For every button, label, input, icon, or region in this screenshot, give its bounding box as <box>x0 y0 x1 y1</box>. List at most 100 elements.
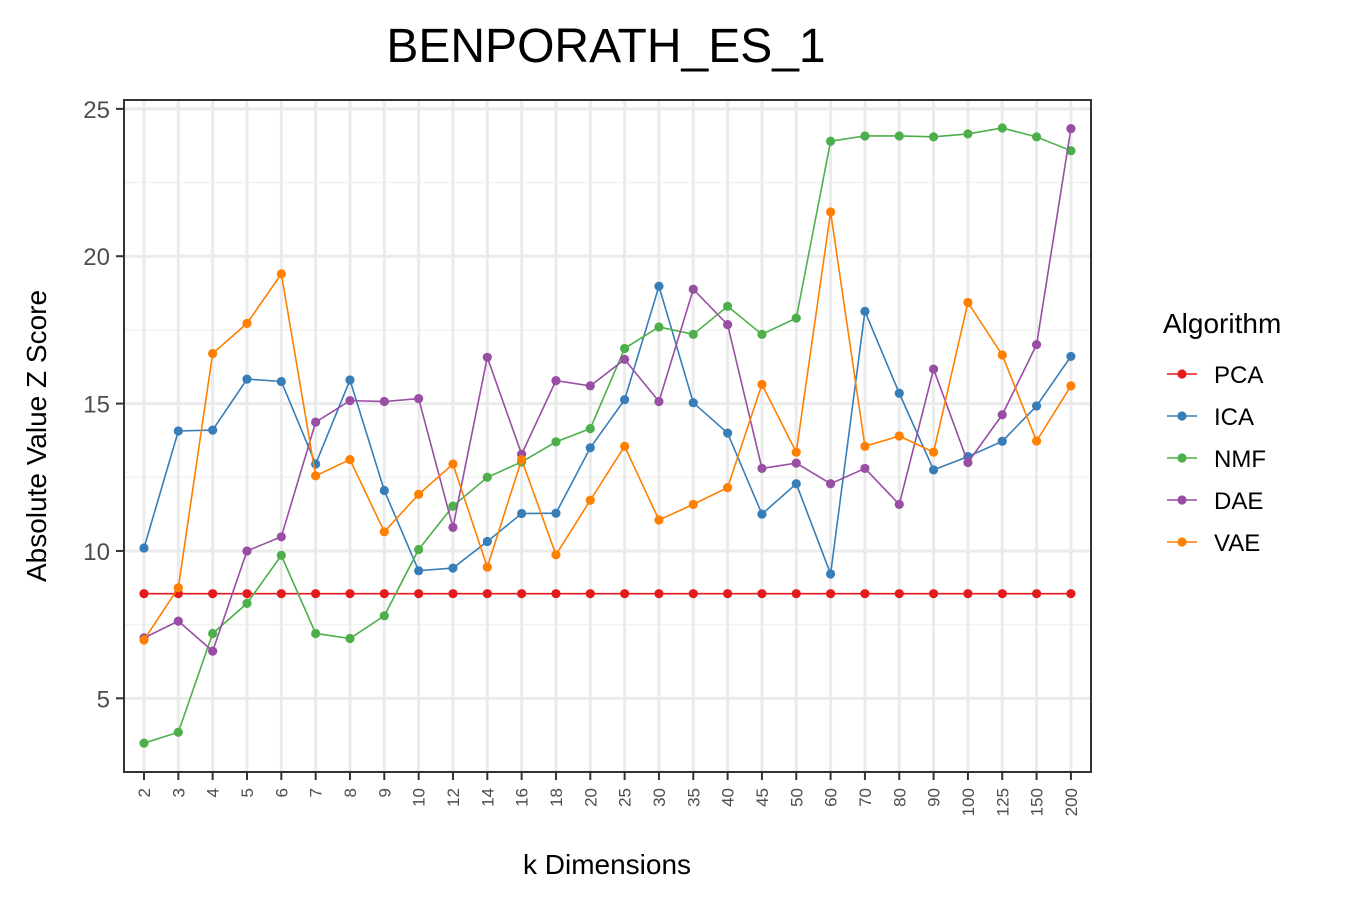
data-point-pca <box>860 589 870 599</box>
data-point-vae <box>173 583 183 593</box>
data-point-ica <box>414 566 424 576</box>
legend-items: PCA ICA NMF DAE VAE <box>1167 362 1266 557</box>
x-tick-label: 9 <box>375 788 394 797</box>
data-point-nmf <box>482 472 492 482</box>
data-point-nmf <box>173 727 183 737</box>
data-point-dae <box>448 522 458 532</box>
data-point-ica <box>482 536 492 547</box>
data-point-vae <box>276 269 286 279</box>
legend-label: ICA <box>1214 404 1254 431</box>
data-point-vae <box>311 471 321 481</box>
data-point-pca <box>448 589 458 599</box>
data-point-vae <box>208 348 218 359</box>
series-nmf <box>139 123 1076 748</box>
data-point-pca <box>757 589 767 599</box>
data-point-dae <box>585 381 595 391</box>
data-point-nmf <box>654 322 664 332</box>
data-point-ica <box>620 395 630 405</box>
x-tick-label: 80 <box>890 788 909 807</box>
legend-key-point <box>1177 411 1187 421</box>
data-point-vae <box>963 297 973 308</box>
y-axis-label: Absolute Value Z Score <box>21 290 52 582</box>
data-point-ica <box>688 398 698 408</box>
data-point-dae <box>345 396 355 406</box>
legend-label: VAE <box>1214 530 1260 557</box>
data-point-pca <box>654 589 664 599</box>
data-point-pca <box>242 589 252 599</box>
data-point-pca <box>963 589 973 599</box>
legend-key-point <box>1177 369 1187 379</box>
data-point-vae <box>997 350 1007 360</box>
data-point-ica <box>860 306 870 316</box>
legend: Algorithm PCA ICA NMF DAE VAE <box>1163 308 1281 557</box>
data-point-nmf <box>139 738 149 748</box>
data-point-pca <box>311 589 321 599</box>
data-point-vae <box>757 379 767 390</box>
data-point-pca <box>414 589 424 599</box>
data-point-nmf <box>276 550 286 560</box>
legend-key-point <box>1177 495 1187 505</box>
data-point-vae <box>379 527 389 537</box>
grid-lines <box>124 100 1091 772</box>
data-point-ica <box>379 485 389 496</box>
x-tick-label: 5 <box>238 788 257 797</box>
legend-key-point <box>1177 537 1187 547</box>
data-point-pca <box>620 589 630 599</box>
data-point-dae <box>414 393 424 404</box>
x-tick-label: 60 <box>822 788 841 807</box>
x-tick-label: 20 <box>581 788 600 807</box>
data-point-nmf <box>1066 146 1076 156</box>
y-tick-label: 15 <box>83 392 110 419</box>
data-point-vae <box>448 459 458 469</box>
legend-item-nmf: NMF <box>1167 446 1266 473</box>
data-point-pca <box>1066 589 1076 599</box>
data-point-dae <box>928 364 939 374</box>
data-point-nmf <box>345 633 355 644</box>
data-point-dae <box>654 396 664 407</box>
data-point-vae <box>345 454 355 465</box>
x-tick-label: 90 <box>925 788 944 807</box>
data-point-vae <box>482 562 492 572</box>
y-tick-label: 25 <box>83 97 110 124</box>
data-point-vae <box>1031 436 1042 446</box>
data-point-ica <box>517 508 527 519</box>
data-point-ica <box>997 436 1007 446</box>
x-tick-label: 12 <box>444 788 463 807</box>
series-line-dae <box>143 128 1072 653</box>
data-point-nmf <box>963 129 973 139</box>
x-tick-label: 3 <box>169 788 188 797</box>
data-point-ica <box>791 479 801 489</box>
data-point-vae <box>414 489 424 499</box>
data-point-vae <box>585 495 595 505</box>
data-point-dae <box>276 532 286 542</box>
x-tick-label: 200 <box>1062 788 1081 816</box>
data-point-vae <box>1066 381 1076 391</box>
x-tick-label: 7 <box>307 788 326 797</box>
plot-panel-border <box>123 99 1092 773</box>
legend-item-ica: ICA <box>1167 404 1254 431</box>
data-point-ica <box>928 465 939 475</box>
data-point-ica <box>242 374 252 384</box>
data-point-vae <box>826 207 836 217</box>
legend-label: NMF <box>1214 446 1266 473</box>
legend-title: Algorithm <box>1163 308 1281 339</box>
data-point-nmf <box>551 437 561 447</box>
data-point-dae <box>551 375 561 386</box>
x-tick-label: 45 <box>753 788 772 807</box>
data-point-dae <box>379 396 389 407</box>
data-point-nmf <box>757 329 767 339</box>
data-point-ica <box>448 563 458 573</box>
data-point-vae <box>723 482 733 493</box>
data-point-nmf <box>379 611 389 621</box>
data-point-dae <box>482 352 492 362</box>
legend-item-pca: PCA <box>1167 362 1263 389</box>
x-tick-label: 150 <box>1028 788 1047 816</box>
data-point-dae <box>242 546 252 556</box>
data-point-nmf <box>242 598 252 609</box>
data-point-nmf <box>826 136 836 146</box>
legend-key-point <box>1177 453 1187 463</box>
data-point-dae <box>791 458 801 468</box>
data-point-pca <box>826 589 836 599</box>
